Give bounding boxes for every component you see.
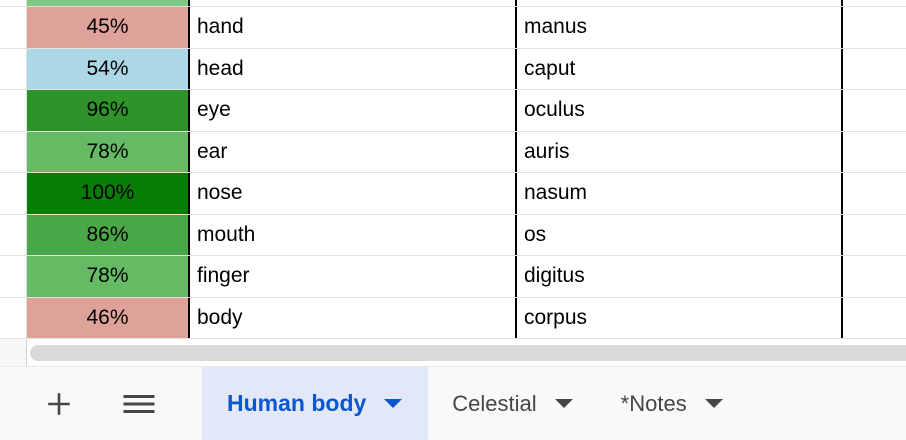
cell-english[interactable]: hand bbox=[190, 7, 517, 48]
partial-percent-cell[interactable] bbox=[27, 0, 190, 6]
tab-celestial[interactable]: Celestial bbox=[428, 367, 596, 440]
cell-empty[interactable] bbox=[843, 90, 906, 131]
partial-empty-cell[interactable] bbox=[843, 0, 906, 6]
cell-latin[interactable]: digitus bbox=[517, 256, 843, 297]
cell-latin[interactable]: auris bbox=[517, 131, 843, 172]
partial-top-row bbox=[0, 0, 906, 7]
tab-notes-label: *Notes bbox=[620, 390, 687, 416]
tab-celestial-label: Celestial bbox=[452, 390, 537, 416]
cell-empty[interactable] bbox=[843, 215, 906, 256]
cell-latin[interactable]: manus bbox=[517, 7, 843, 48]
cell-empty[interactable] bbox=[843, 49, 906, 90]
cell-english[interactable]: eye bbox=[190, 90, 517, 131]
cell-empty[interactable] bbox=[843, 173, 906, 214]
cell-latin[interactable]: caput bbox=[517, 48, 843, 89]
row-header-cell[interactable] bbox=[0, 131, 27, 172]
cell-percent[interactable]: 78% bbox=[27, 131, 190, 172]
sheet-grid: 45% hand manus 54% head caput 96% eye oc… bbox=[0, 0, 906, 339]
partial-english-cell[interactable] bbox=[190, 0, 517, 6]
cell-empty[interactable] bbox=[843, 132, 906, 173]
table-row: 86% mouth os bbox=[0, 214, 906, 256]
row-header-cell[interactable] bbox=[0, 173, 27, 214]
sheet-rows: 45% hand manus 54% head caput 96% eye oc… bbox=[0, 7, 906, 339]
cell-percent[interactable]: 100% bbox=[27, 173, 190, 214]
cell-english[interactable]: nose bbox=[190, 173, 517, 214]
cell-latin[interactable]: nasum bbox=[517, 173, 843, 214]
cell-percent[interactable]: 46% bbox=[27, 297, 190, 338]
cell-latin[interactable]: corpus bbox=[517, 297, 843, 338]
sheet-tab-bar: Human body Celestial *Notes bbox=[0, 367, 906, 440]
table-row: 46% body corpus bbox=[0, 297, 906, 339]
row-header-cell[interactable] bbox=[0, 90, 27, 131]
hamburger-icon bbox=[123, 394, 155, 413]
cell-english[interactable]: head bbox=[190, 48, 517, 89]
row-header-cell[interactable] bbox=[0, 214, 27, 255]
horizontal-scrollbar-thumb[interactable] bbox=[30, 345, 906, 361]
cell-percent[interactable]: 86% bbox=[27, 214, 190, 255]
cell-english[interactable]: finger bbox=[190, 256, 517, 297]
tab-notes[interactable]: *Notes bbox=[597, 367, 747, 440]
partial-latin-cell[interactable] bbox=[517, 0, 843, 6]
table-row: 96% eye oculus bbox=[0, 90, 906, 132]
caret-down-icon[interactable] bbox=[384, 399, 403, 408]
tab-human-body[interactable]: Human body bbox=[202, 367, 429, 440]
row-header-cell[interactable] bbox=[0, 0, 27, 6]
cell-english[interactable]: mouth bbox=[190, 214, 517, 255]
cell-percent[interactable]: 45% bbox=[27, 7, 190, 48]
horizontal-scrollbar-track bbox=[0, 339, 906, 367]
cell-percent[interactable]: 96% bbox=[27, 90, 190, 131]
cell-percent[interactable]: 78% bbox=[27, 256, 190, 297]
caret-down-icon[interactable] bbox=[704, 399, 723, 408]
cell-empty[interactable] bbox=[843, 298, 906, 339]
table-row: 78% ear auris bbox=[0, 131, 906, 173]
cell-empty[interactable] bbox=[843, 256, 906, 297]
all-sheets-menu-button[interactable] bbox=[117, 382, 161, 426]
row-header-cell[interactable] bbox=[0, 7, 27, 48]
row-header-cell[interactable] bbox=[0, 297, 27, 338]
cell-empty[interactable] bbox=[843, 7, 906, 48]
row-header-cell[interactable] bbox=[0, 256, 27, 297]
scrollbar-corner bbox=[0, 339, 27, 366]
table-row: 100% nose nasum bbox=[0, 173, 906, 215]
cell-english[interactable]: body bbox=[190, 297, 517, 338]
table-row: 45% hand manus bbox=[0, 7, 906, 49]
cell-latin[interactable]: oculus bbox=[517, 90, 843, 131]
row-header-cell[interactable] bbox=[0, 48, 27, 89]
cell-percent[interactable]: 54% bbox=[27, 48, 190, 89]
cell-latin[interactable]: os bbox=[517, 214, 843, 255]
tab-human-body-label: Human body bbox=[227, 390, 367, 416]
table-row: 78% finger digitus bbox=[0, 256, 906, 298]
cell-english[interactable]: ear bbox=[190, 131, 517, 172]
caret-down-icon[interactable] bbox=[554, 399, 573, 408]
add-sheet-button[interactable] bbox=[37, 382, 81, 426]
plus-icon bbox=[48, 392, 70, 415]
table-row: 54% head caput bbox=[0, 48, 906, 90]
